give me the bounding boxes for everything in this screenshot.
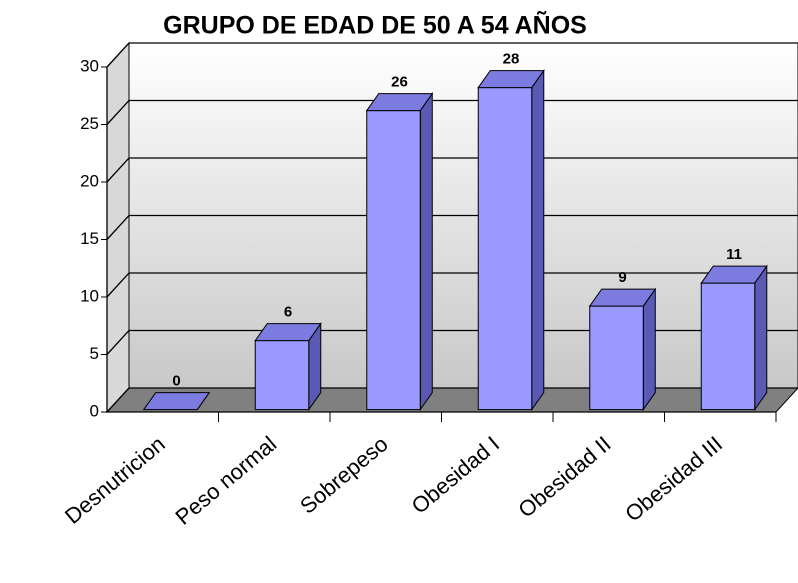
value-label: 9 <box>618 269 626 286</box>
x-tick-label: Obesidad II <box>513 431 615 522</box>
bar <box>366 110 421 411</box>
value-label: 11 <box>726 246 742 263</box>
x-tick-label: Obesidad I <box>407 431 505 519</box>
bar-top <box>142 392 211 411</box>
grid-line <box>106 272 798 298</box>
bar <box>700 282 756 411</box>
bar-top <box>254 323 322 342</box>
bar-top <box>588 288 657 307</box>
value-label: 26 <box>391 74 408 91</box>
grid-line <box>106 42 798 68</box>
grid-line <box>106 157 798 183</box>
y-tick-label: 15 <box>80 229 99 248</box>
x-tick-label: Sobrepeso <box>295 431 393 519</box>
y-tick-label: 5 <box>90 344 99 363</box>
grid-line <box>106 329 798 355</box>
value-label: 6 <box>284 304 292 321</box>
bar-top <box>365 93 434 112</box>
y-tick-label: 25 <box>80 114 99 133</box>
y-tick-label: 10 <box>80 286 99 305</box>
grid-line <box>106 99 798 125</box>
y-tick-label: 0 <box>90 401 99 420</box>
y-tick-label: 30 <box>80 56 99 75</box>
x-tick-label: Peso normal <box>171 431 282 530</box>
bar <box>477 87 533 411</box>
bar-side <box>642 287 656 412</box>
bar-side <box>531 69 545 412</box>
bar-side <box>419 92 433 412</box>
chart-title: GRUPO DE EDAD DE 50 A 54 AÑOS <box>163 10 587 40</box>
grid-line <box>106 214 798 240</box>
value-label: 28 <box>503 51 520 68</box>
value-label: 0 <box>172 373 180 390</box>
bar-side <box>754 264 768 412</box>
floor <box>105 387 798 413</box>
y-tick-label: 20 <box>80 171 99 190</box>
bar-top <box>700 265 768 284</box>
bar-top <box>477 70 545 89</box>
x-tick-label: Desnutricion <box>60 431 170 529</box>
x-tick-label: Obesidad III <box>620 431 727 526</box>
bar <box>254 340 310 411</box>
grid-line <box>106 387 798 413</box>
bar <box>589 305 644 411</box>
